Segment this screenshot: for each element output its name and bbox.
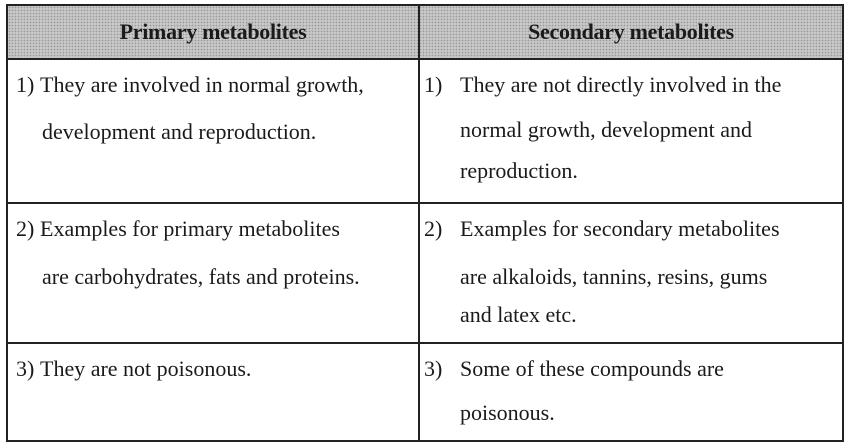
row-3-secondary-number: 3) (424, 356, 443, 381)
row-1-secondary-line-1: They are not directly involved in the (460, 72, 782, 97)
row-2-secondary-line-3: and latex etc. (460, 302, 577, 327)
row-3-secondary-cell: 3) Some of these compounds are poisonous… (424, 345, 839, 440)
header-divider (8, 58, 842, 60)
header-secondary-metabolites: Secondary metabolites (528, 19, 734, 44)
header-primary-metabolites: Primary metabolites (119, 19, 307, 44)
row-2-primary-cell: 2) Examples for primary metabolites are … (16, 205, 416, 341)
row-1-primary-line-2: development and reproduction. (42, 119, 317, 144)
row-2-secondary-number: 2) (424, 216, 443, 241)
row-divider-2 (8, 342, 842, 344)
row-divider-1 (8, 202, 842, 204)
row-2-secondary-line-1: Examples for secondary metabolites (460, 216, 780, 241)
row-1-secondary-line-2: normal growth, development and (460, 117, 753, 142)
row-2-primary-line-1: Examples for primary metabolites (40, 216, 340, 241)
row-1-secondary-number: 1) (424, 72, 443, 97)
column-divider (418, 6, 420, 440)
row-3-secondary-line-2: poisonous. (460, 400, 555, 425)
table-header-background (8, 6, 842, 58)
row-1-secondary-line-3: reproduction. (460, 158, 578, 183)
row-1-primary-number: 1) (16, 72, 35, 97)
row-1-primary-cell: 1) They are involved in normal growth, d… (16, 61, 416, 201)
row-3-primary-line-1: They are not poisonous. (40, 356, 252, 381)
row-2-primary-line-2: are carbohydrates, fats and proteins. (42, 264, 360, 289)
row-1-secondary-cell: 1) They are not directly involved in the… (424, 61, 839, 201)
row-2-primary-number: 2) (16, 216, 35, 241)
row-3-primary-cell: 3) They are not poisonous. (16, 345, 416, 440)
row-3-secondary-line-1: Some of these compounds are (460, 356, 724, 381)
row-1-primary-line-1: They are involved in normal growth, (40, 72, 364, 97)
row-2-secondary-cell: 2) Examples for secondary metabolites ar… (424, 205, 839, 341)
row-3-primary-number: 3) (16, 356, 35, 381)
metabolites-comparison-table: Primary metabolites Secondary metabolite… (6, 4, 844, 442)
row-2-secondary-line-2: are alkaloids, tannins, resins, gums (460, 264, 768, 289)
